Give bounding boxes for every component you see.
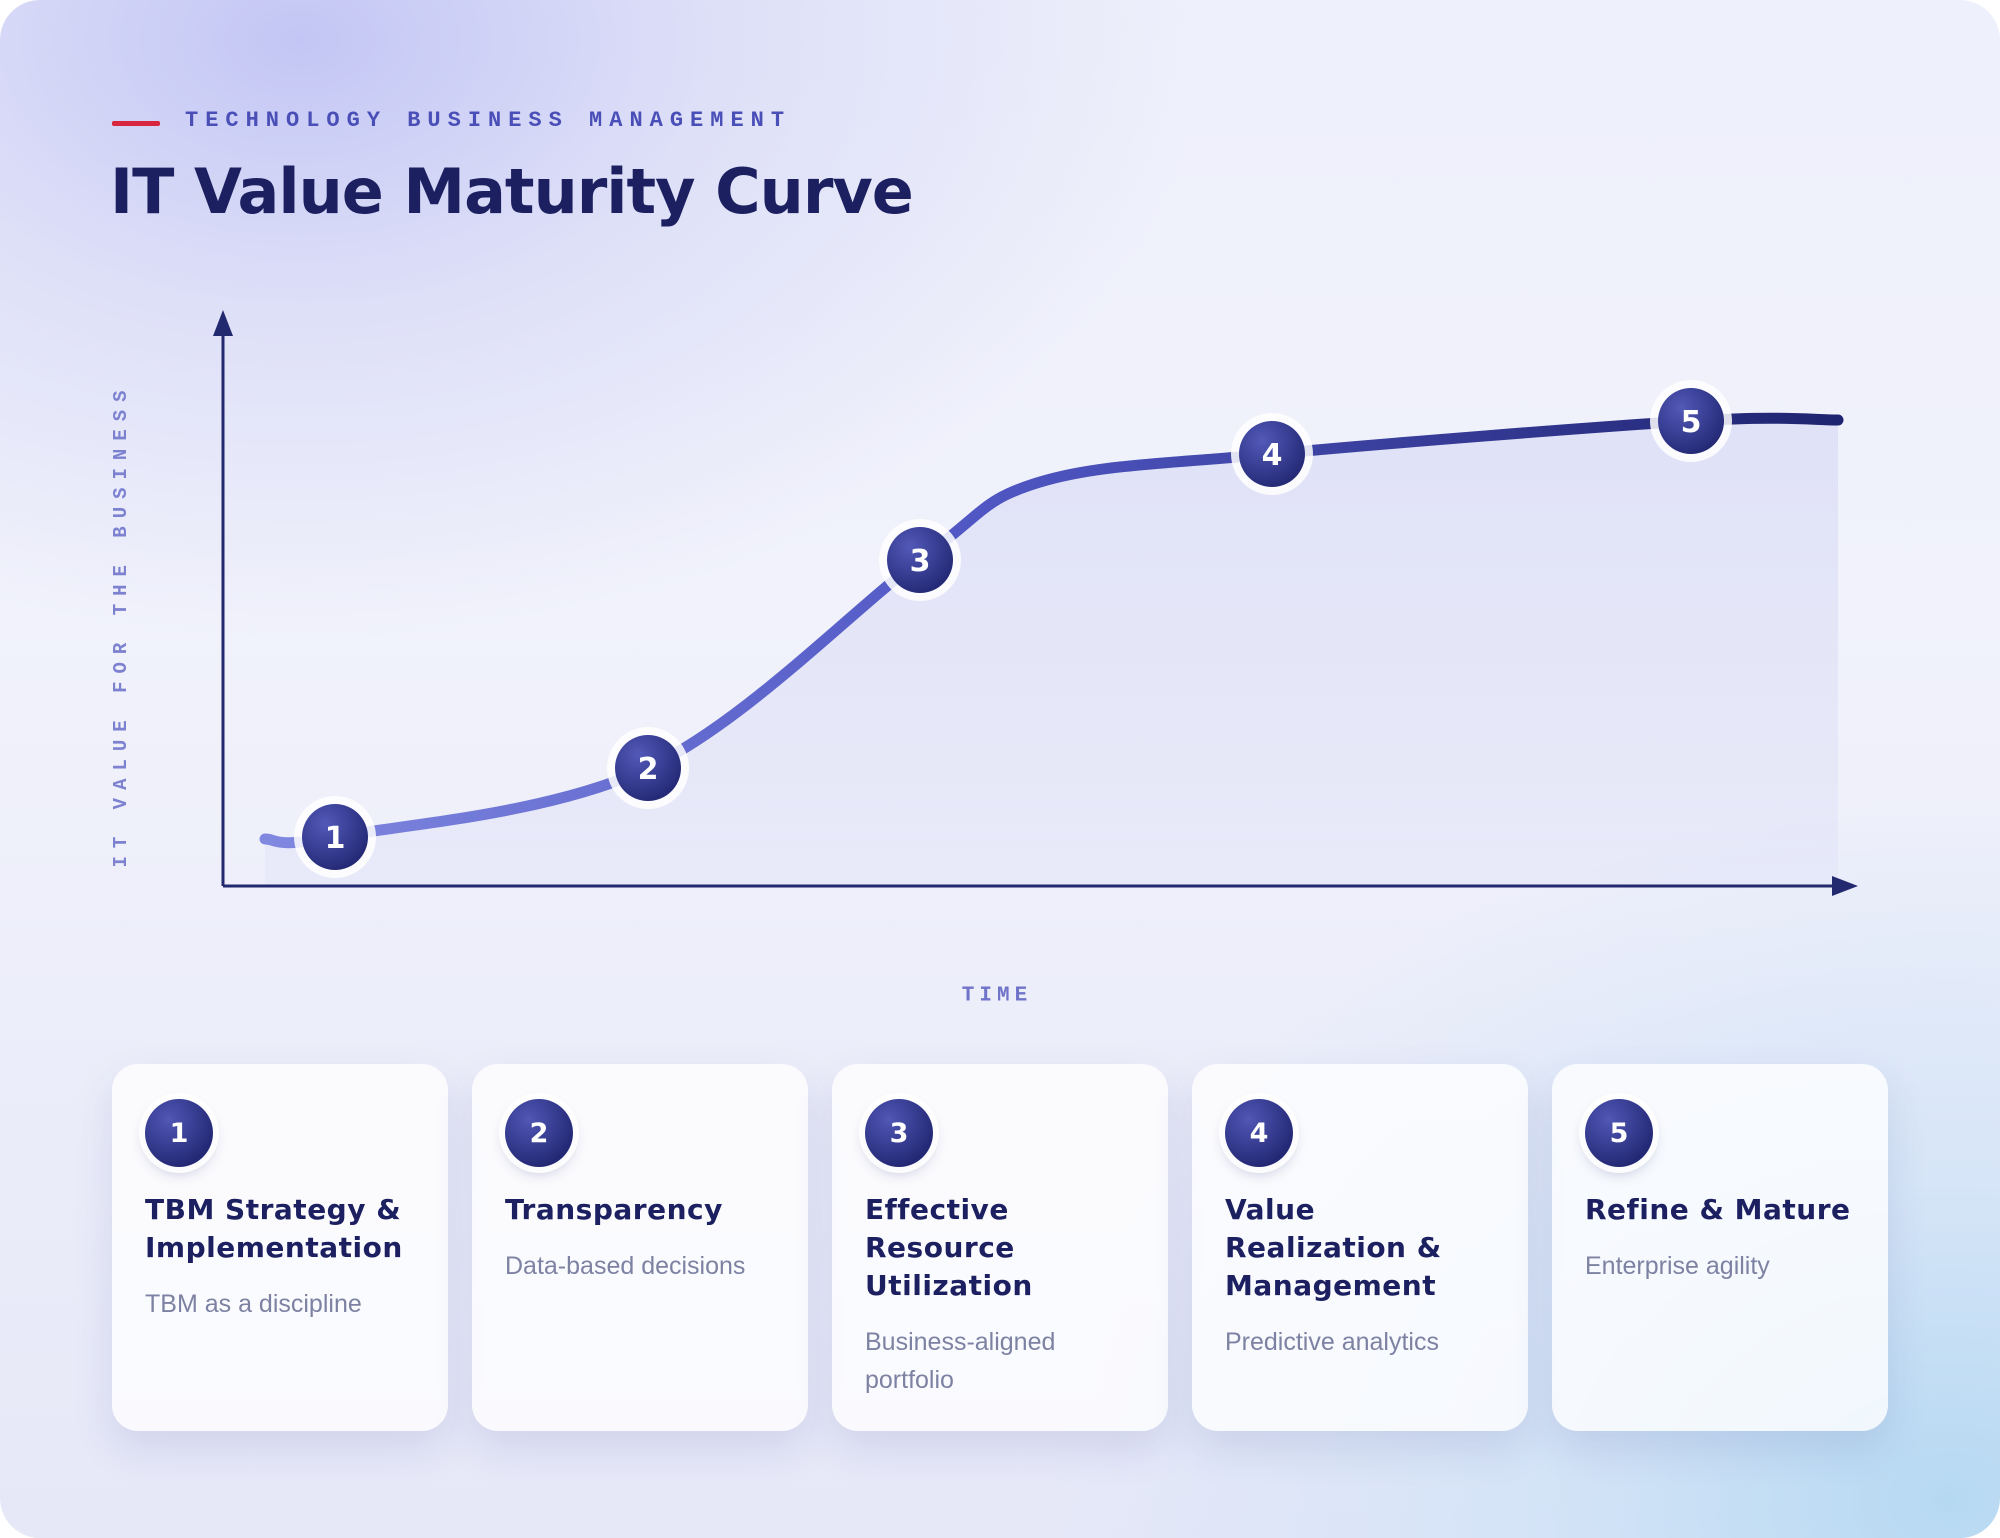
marker-number: 3 (910, 544, 931, 579)
marker-number: 1 (325, 821, 346, 856)
marker-circle (1239, 421, 1305, 487)
marker-number: 4 (1262, 438, 1283, 473)
card-title: Value Realization & Management (1225, 1193, 1442, 1302)
marker-number: 2 (638, 752, 659, 787)
maturity-curve (259, 412, 1844, 849)
eyebrow-accent (112, 121, 160, 126)
card-badge: 5 (1585, 1099, 1653, 1167)
marker-circle (302, 804, 368, 870)
card-description: Predictive analytics (1225, 1328, 1439, 1356)
card-title: Refine & Mature (1585, 1193, 1851, 1226)
card-badge: 2 (505, 1099, 573, 1167)
card-description: Data-based decisions (505, 1252, 746, 1280)
stage-card: 2 Transparency Data-based decisions (472, 1064, 808, 1431)
marker-number: 5 (1681, 405, 1702, 440)
page-title: IT Value Maturity Curve (110, 155, 914, 228)
card-badge: 3 (865, 1099, 933, 1167)
stage-card: 5 Refine & Mature Enterprise agility (1552, 1064, 1888, 1431)
y-axis-arrow (213, 310, 233, 336)
card-badge: 1 (145, 1099, 213, 1167)
y-axis-label: IT VALUE FOR THE BUSINESS (110, 382, 132, 868)
card-title: Effective Resource Utilization (865, 1193, 1033, 1302)
stage-card: 3 Effective Resource Utilization Business-… (832, 1064, 1168, 1431)
marker-circle (887, 527, 953, 593)
card-title: TBM Strategy & Implementation (145, 1193, 403, 1264)
stage-marker: 1 (294, 796, 376, 878)
marker-circle (615, 735, 681, 801)
stage-marker: 5 (1650, 380, 1732, 462)
stage-markers: 1 2 3 4 5 (294, 380, 1732, 878)
marker-circle (1658, 388, 1724, 454)
stage-marker: 3 (879, 519, 961, 601)
card-description: Enterprise agility (1585, 1252, 1770, 1280)
x-axis-label: TIME (961, 984, 1033, 1008)
card-title: Transparency (505, 1193, 723, 1226)
card-description: TBM as a discipline (145, 1290, 362, 1318)
stage-marker: 2 (607, 727, 689, 809)
stage-marker: 4 (1231, 413, 1313, 495)
card-description: Business-aligned portfolio (865, 1328, 1056, 1394)
x-axis-arrow (1832, 876, 1858, 896)
stage-card: 4 Value Realization & Management Predictiv… (1192, 1064, 1528, 1431)
stage-card: 1 TBM Strategy & Implementation TBM as a d… (112, 1064, 448, 1431)
eyebrow: TECHNOLOGY BUSINESS MANAGEMENT (185, 108, 792, 133)
card-badge: 4 (1225, 1099, 1293, 1167)
